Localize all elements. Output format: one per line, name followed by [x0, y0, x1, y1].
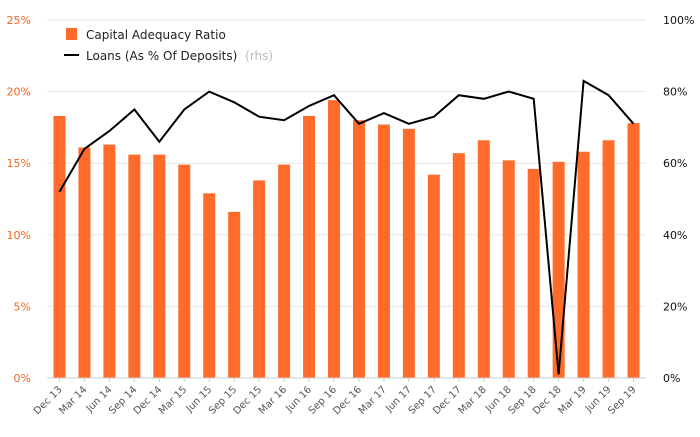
- left-axis-tick-label: 25%: [7, 14, 31, 27]
- bar: [502, 160, 515, 378]
- bar: [328, 100, 341, 378]
- bar: [477, 140, 490, 378]
- x-axis-tick-label: Mar 16: [257, 384, 289, 416]
- bar: [153, 154, 166, 378]
- x-axis-tick-label: Mar 15: [157, 384, 189, 416]
- left-axis-tick-label: 0%: [14, 372, 31, 385]
- left-axis-tick-label: 15%: [7, 157, 31, 170]
- bar: [402, 128, 415, 378]
- bar: [602, 140, 615, 378]
- bar: [452, 153, 465, 378]
- bar: [352, 120, 365, 379]
- bar: [627, 123, 640, 378]
- left-axis-tick-label: 20%: [7, 86, 31, 99]
- bar: [577, 151, 590, 378]
- right-axis-ticks: 0% 20% 40% 60% 80% 100%: [663, 14, 694, 385]
- legend-label-line: Loans (As % Of Deposits) (rhs): [86, 49, 273, 63]
- bar: [103, 144, 116, 378]
- bar: [53, 115, 66, 378]
- right-axis-tick-label: 80%: [663, 86, 687, 99]
- right-axis-tick-label: 100%: [663, 14, 694, 27]
- bar: [527, 168, 540, 378]
- right-axis-tick-label: 20%: [663, 300, 687, 313]
- legend-swatch-bar: [66, 28, 77, 40]
- x-axis-tick-label: Mar 14: [57, 384, 89, 416]
- bar-series: [53, 100, 640, 379]
- right-axis-tick-label: 0%: [663, 372, 680, 385]
- bar: [303, 115, 316, 378]
- left-axis-ticks: 0% 5% 10% 15% 20% 25%: [7, 14, 31, 385]
- left-axis-tick-label: 10%: [7, 229, 31, 242]
- bar: [128, 154, 141, 378]
- x-axis-tick-label: Mar 19: [556, 384, 588, 416]
- legend-label-bar: Capital Adequacy Ratio: [86, 28, 226, 42]
- left-axis-tick-label: 5%: [14, 300, 31, 313]
- bar: [228, 211, 241, 378]
- right-axis-tick-label: 60%: [663, 157, 687, 170]
- line-series: [58, 79, 635, 375]
- x-axis-tick-label: Mar 18: [457, 384, 489, 416]
- right-axis-tick-label: 40%: [663, 229, 687, 242]
- bar: [377, 124, 390, 378]
- bar: [278, 164, 291, 378]
- bar: [427, 174, 440, 378]
- bar: [78, 147, 91, 378]
- bar: [178, 164, 191, 378]
- loans-line: [58, 79, 635, 375]
- x-axis-tick-label: Mar 17: [357, 384, 389, 416]
- legend-line-name: Loans (As % Of Deposits): [86, 49, 237, 63]
- x-axis-tick-label: Sep 19: [606, 384, 638, 416]
- bar: [253, 180, 266, 378]
- bar: [203, 193, 216, 378]
- legend-line-rhs-note: (rhs): [245, 49, 273, 63]
- bar: [552, 161, 565, 378]
- legend: Capital Adequacy Ratio Loans (As % Of De…: [64, 28, 273, 63]
